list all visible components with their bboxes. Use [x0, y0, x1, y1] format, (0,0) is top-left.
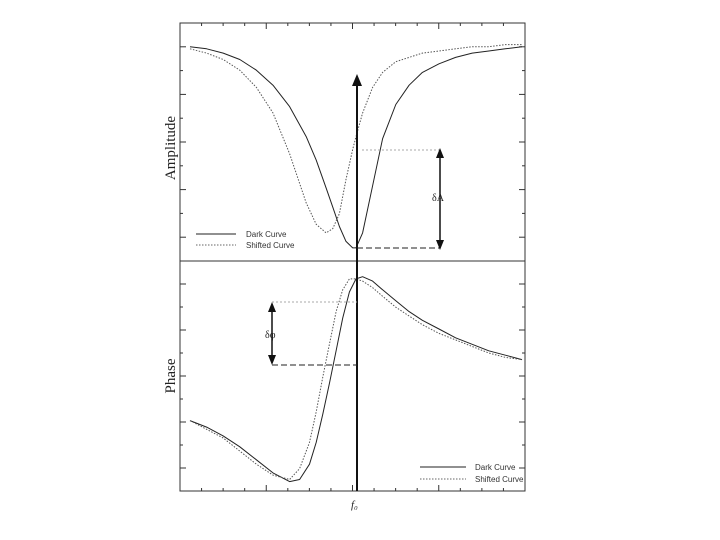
axis-ticks [179, 22, 526, 491]
delta-a-arrow-head-up [436, 148, 444, 158]
top-panel-frame [179, 22, 526, 262]
top-panel-series [189, 44, 523, 249]
bottom-panel-frame [179, 260, 526, 492]
phase-series-shifted-line [189, 278, 523, 480]
amplitude-axis-title: Amplitude [163, 116, 179, 181]
phase-axis-title: Phase [163, 358, 179, 393]
legend-bottom: Dark Curve Shifted Curve [420, 463, 524, 484]
legend-bottom-shifted-label: Shifted Curve [475, 475, 524, 484]
f0-arrow-head [352, 74, 362, 86]
delta-phi-arrow-head-down [268, 355, 276, 365]
legend-top-shifted-label: Shifted Curve [246, 241, 295, 250]
delta-a-arrow-head-down [436, 240, 444, 250]
f0-label: f₀ [351, 499, 358, 511]
legend-bottom-dark-label: Dark Curve [475, 463, 516, 472]
amplitude-series-dark-line [189, 46, 523, 249]
legend-top: Dark Curve Shifted Curve [196, 230, 295, 250]
delta-a-label: δA [432, 193, 445, 204]
legend-top-dark-label: Dark Curve [246, 230, 287, 239]
delta-phi-arrow-head-up [268, 302, 276, 312]
phase-series-dark-line [189, 276, 523, 483]
delta-phi-label: δφ [265, 330, 276, 341]
bottom-panel-series [189, 276, 523, 483]
